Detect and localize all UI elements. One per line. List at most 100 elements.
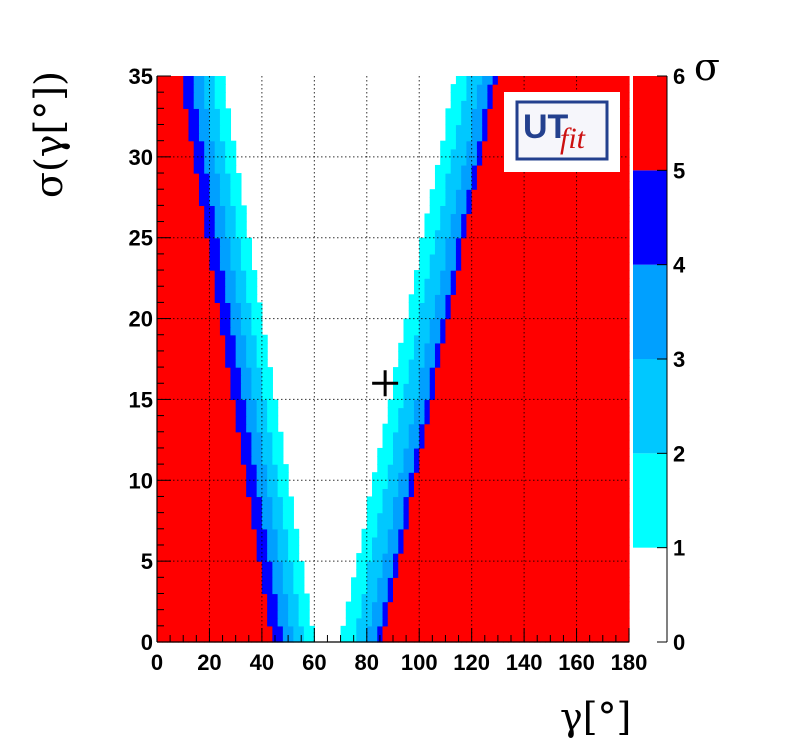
heatmap-cell [398,431,405,441]
heatmap-cell [581,286,588,295]
heatmap-cell [167,213,174,223]
heatmap-cell [209,213,216,223]
heatmap-cell [162,197,169,206]
heatmap-cell [503,286,509,295]
heatmap-cell [566,84,572,93]
heatmap-cell [246,431,252,441]
heatmap-cell [219,278,226,287]
heatmap-cell [529,520,536,530]
heatmap-cell [408,334,415,344]
heatmap-cell [461,577,468,586]
heatmap-cell [466,205,473,215]
heatmap-cell [623,407,630,417]
heatmap-cell [597,375,604,384]
heatmap-cell [235,375,242,384]
heatmap-cell [172,585,179,595]
heatmap-cell [581,197,588,206]
heatmap-cell [503,456,509,465]
heatmap-cell [157,270,163,279]
heatmap-cell [440,278,447,287]
heatmap-cell [455,415,462,425]
heatmap-cell [581,213,588,223]
heatmap-cell [214,496,221,506]
heatmap-cell [518,569,525,578]
heatmap-cell [225,480,232,489]
heatmap-cell [487,375,494,384]
heatmap-cell [193,197,200,206]
heatmap-cell [198,439,205,449]
heatmap-cell [560,326,567,336]
heatmap-cell [193,359,200,368]
heatmap-cell [450,156,457,166]
heatmap-cell [172,100,179,109]
heatmap-cell [303,633,310,643]
heatmap-cell [214,334,221,344]
heatmap-cell [214,278,221,287]
heatmap-cell [398,577,405,586]
heatmap-cell [225,383,232,392]
heatmap-cell [497,633,504,643]
heatmap-cell [162,229,169,239]
heatmap-cell [618,585,625,595]
heatmap-cell [623,237,630,247]
heatmap-cell [434,375,441,384]
heatmap-cell [177,326,184,336]
heatmap-cell [235,544,242,554]
heatmap-cell [466,253,473,263]
heatmap-cell [188,544,195,554]
heatmap-cell [429,270,436,279]
heatmap-cell [214,423,221,433]
heatmap-cell [445,197,452,206]
heatmap-cell [288,512,294,522]
heatmap-cell [503,544,509,554]
heatmap-cell [518,464,525,473]
heatmap-cell [157,205,163,215]
heatmap-cell [240,480,247,489]
heatmap-cell [455,173,462,182]
heatmap-cell [214,310,221,320]
heatmap-cell [450,439,457,449]
heatmap-cell [492,76,499,85]
heatmap-cell [177,148,184,158]
heatmap-cell [445,609,452,619]
heatmap-cell [251,536,258,546]
logo-text-fit: fit [560,122,586,155]
heatmap-cell [476,342,483,352]
heatmap-cell [167,504,174,514]
heatmap-cell [267,423,273,433]
heatmap-cell [188,213,195,223]
heatmap-cell [387,415,394,425]
heatmap-cell [214,561,221,570]
heatmap-cell [581,407,588,417]
heatmap-cell [209,512,216,522]
heatmap-cell [482,213,488,223]
heatmap-cell [198,391,205,401]
heatmap-cell [592,464,599,473]
heatmap-cell [471,213,478,223]
heatmap-cell [272,456,279,465]
heatmap-cell [581,173,588,182]
heatmap-cell [597,334,604,344]
heatmap-cell [581,294,588,303]
heatmap-cell [487,84,494,93]
heatmap-cell [613,536,620,546]
heatmap-cell [461,553,468,562]
heatmap-cell [167,173,174,182]
heatmap-cell [219,431,226,441]
heatmap-cell [450,399,457,409]
heatmap-cell [172,197,179,206]
heatmap-cell [172,439,179,449]
heatmap-cell [183,318,190,328]
heatmap-cell [235,447,242,457]
heatmap-cell [377,585,384,595]
heatmap-cell [592,407,599,417]
heatmap-cell [450,286,457,295]
heatmap-cell [198,456,205,465]
heatmap-cell [587,415,593,425]
heatmap-cell [403,496,410,506]
heatmap-cell [204,544,211,554]
heatmap-cell [518,391,525,401]
heatmap-cell [492,326,499,336]
heatmap-cell [288,496,294,506]
heatmap-cell [476,528,483,538]
